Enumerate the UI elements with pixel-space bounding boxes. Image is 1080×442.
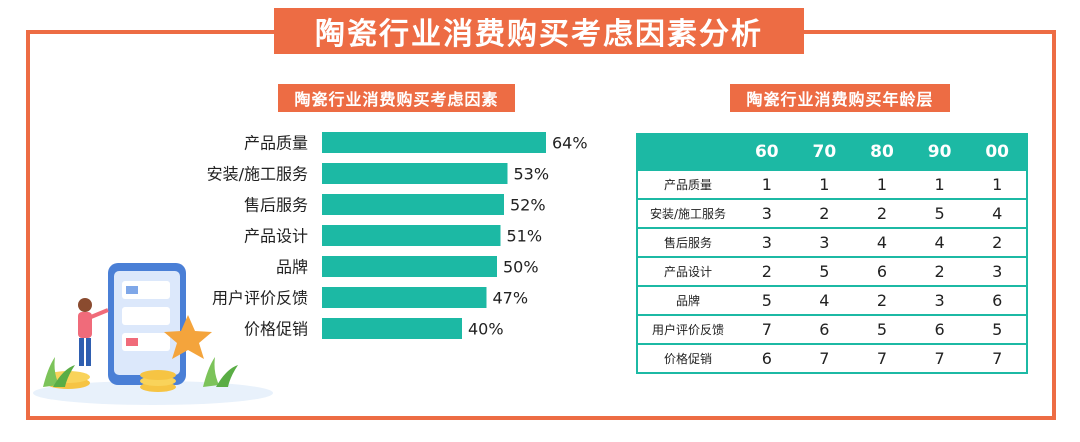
- row-label: 品牌: [638, 285, 738, 314]
- table-cell: 1: [738, 169, 796, 198]
- table-body: 产品质量 1 1 1 1 1 安装/施工服务 3 2 2 5 4 售后服务 3 3 4 4 2 产品设计 2 5 6 2 3 品…: [638, 169, 1026, 372]
- table-cell: 5: [853, 314, 911, 343]
- category-label: 用户评价反馈: [212, 289, 308, 308]
- category-label: 品牌: [276, 258, 308, 277]
- bar: [322, 132, 546, 153]
- table-cell: 3: [910, 285, 969, 314]
- bar: [322, 256, 497, 277]
- row-label: 价格促销: [638, 343, 738, 372]
- bar: [322, 287, 487, 308]
- table-cell: 5: [968, 314, 1026, 343]
- row-label: 产品质量: [638, 169, 738, 198]
- column-header: 80: [853, 135, 911, 169]
- age-table-wrap: 60 70 80 90 00 产品质量 1 1 1 1 1 安装/施工服务 3 2 2 5 4 售后服务 3 3 4 4…: [636, 133, 1028, 374]
- table-cell: 6: [738, 343, 796, 372]
- table-cell: 4: [795, 285, 854, 314]
- age-table: 60 70 80 90 00 产品质量 1 1 1 1 1 安装/施工服务 3 2 2 5 4 售后服务 3 3 4 4…: [636, 133, 1028, 374]
- table-row: 价格促销 6 7 7 7 7: [638, 343, 1026, 372]
- table-row: 用户评价反馈 7 6 5 6 5: [638, 314, 1026, 343]
- category-label: 产品设计: [244, 227, 308, 246]
- table-title: 陶瓷行业消费购买年龄层: [730, 84, 950, 112]
- table-row: 品牌 5 4 2 3 6: [638, 285, 1026, 314]
- value-label: 52%: [510, 196, 546, 215]
- table-cell: 2: [968, 227, 1026, 256]
- column-header: 90: [910, 135, 969, 169]
- value-label: 47%: [493, 289, 529, 308]
- table-cell: 7: [968, 343, 1026, 372]
- table-cell: 1: [910, 169, 969, 198]
- value-label: 64%: [552, 134, 588, 153]
- bar: [322, 194, 504, 215]
- row-label: 售后服务: [638, 227, 738, 256]
- column-header: 00: [968, 135, 1026, 169]
- table-cell: 7: [738, 314, 796, 343]
- table-cell: 7: [795, 343, 854, 372]
- bar-chart-title: 陶瓷行业消费购买考虑因素: [278, 84, 515, 112]
- value-label: 40%: [468, 320, 504, 339]
- table-row: 产品设计 2 5 6 2 3: [638, 256, 1026, 285]
- column-header: 60: [738, 135, 796, 169]
- table-cell: 6: [910, 314, 969, 343]
- bar: [322, 225, 501, 246]
- value-label: 51%: [507, 227, 543, 246]
- table-cell: 1: [968, 169, 1026, 198]
- table-cell: 2: [853, 285, 911, 314]
- table-cell: 3: [738, 198, 796, 227]
- category-label: 价格促销: [244, 320, 308, 339]
- bar: [322, 318, 462, 339]
- table-cell: 6: [968, 285, 1026, 314]
- column-header: 70: [795, 135, 854, 169]
- bar-chart: 产品质量 64% 安装/施工服务 53% 售后服务 52% 产品设计 51% 品牌 50% 用户评价…: [207, 132, 588, 339]
- table-row: 安装/施工服务 3 2 2 5 4: [638, 198, 1026, 227]
- table-cell: 4: [968, 198, 1026, 227]
- table-cell: 7: [853, 343, 911, 372]
- row-label: 用户评价反馈: [638, 314, 738, 343]
- table-cell: 1: [795, 169, 854, 198]
- table-cell: 1: [853, 169, 911, 198]
- table-cell: 6: [795, 314, 854, 343]
- table-cell: 2: [738, 256, 796, 285]
- table-cell: 5: [738, 285, 796, 314]
- table-cell: 3: [795, 227, 854, 256]
- table-row: 售后服务 3 3 4 4 2: [638, 227, 1026, 256]
- table-cell: 5: [795, 256, 854, 285]
- bar: [322, 163, 508, 184]
- table-cell: 3: [968, 256, 1026, 285]
- row-label: 安装/施工服务: [638, 198, 738, 227]
- category-label: 产品质量: [244, 134, 308, 153]
- table-corner-header: [638, 135, 738, 169]
- category-label: 安装/施工服务: [207, 165, 308, 184]
- table-cell: 2: [795, 198, 854, 227]
- table-cell: 4: [853, 227, 911, 256]
- row-label: 产品设计: [638, 256, 738, 285]
- value-label: 53%: [514, 165, 550, 184]
- table-cell: 7: [910, 343, 969, 372]
- table-cell: 6: [853, 256, 911, 285]
- table-cell: 4: [910, 227, 969, 256]
- table-header-row: 60 70 80 90 00: [638, 135, 1026, 169]
- table-cell: 3: [738, 227, 796, 256]
- category-label: 售后服务: [244, 196, 308, 215]
- phone-shopping-illustration: [33, 263, 273, 405]
- main-title: 陶瓷行业消费购买考虑因素分析: [274, 8, 804, 54]
- table-cell: 2: [853, 198, 911, 227]
- table-row: 产品质量 1 1 1 1 1: [638, 169, 1026, 198]
- value-label: 50%: [503, 258, 539, 277]
- table-cell: 5: [910, 198, 969, 227]
- table-cell: 2: [910, 256, 969, 285]
